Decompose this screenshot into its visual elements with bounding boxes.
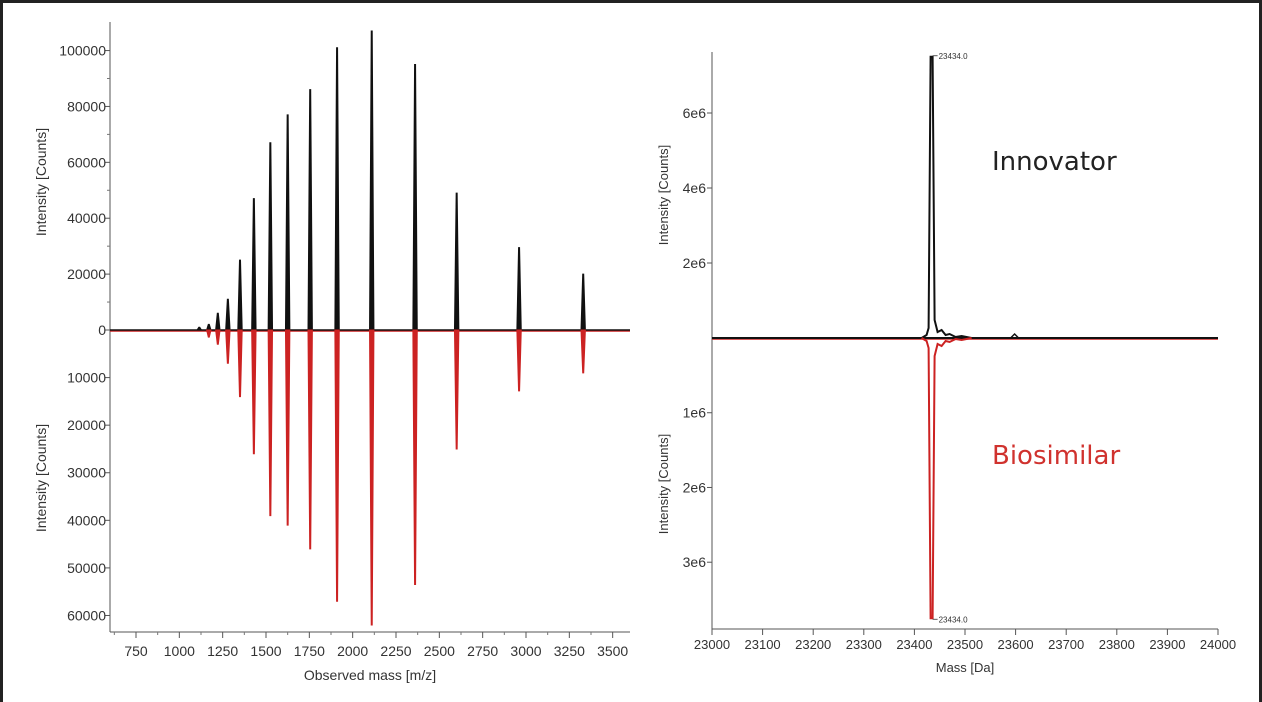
left-peak-biosimilar: [369, 329, 375, 626]
right-x-tick-label: 24000: [1200, 637, 1236, 652]
left-x-tick-label: 2750: [467, 643, 498, 659]
left-peak-biosimilar: [453, 329, 460, 450]
left-y-tick-label-top: 60000: [67, 154, 106, 170]
right-x-tick-label: 23500: [947, 637, 983, 652]
left-peak-biosimilar: [307, 329, 313, 550]
left-y-tick-label-top: 100000: [59, 43, 106, 59]
left-x-tick-label: 750: [124, 643, 148, 659]
right-x-tick-label: 23300: [846, 637, 882, 652]
left-y-tick-label-bottom: 50000: [67, 560, 106, 576]
left-peak-innovator: [580, 273, 586, 331]
left-x-tick-label: 3000: [510, 643, 541, 659]
right-x-tick-label: 23400: [896, 637, 932, 652]
left-x-axis-label: Observed mass [m/z]: [304, 667, 436, 683]
left-peak-innovator: [334, 47, 340, 331]
left-y-tick-label-bottom: 60000: [67, 607, 106, 623]
right-peak-biosimilar: [921, 337, 972, 620]
left-peak-biosimilar: [412, 329, 418, 586]
left-peak-biosimilar: [267, 329, 274, 517]
right-peak-label-innovator: 23434.0: [939, 52, 968, 61]
left-x-tick-label: 2250: [380, 643, 411, 659]
left-y-axis-label-bottom: Intensity [Counts]: [33, 424, 49, 532]
left-peak-innovator: [196, 326, 203, 331]
left-chart-mz-spectrum: 0 20000 40000 60000 80000 100000 10000 20000 300…: [33, 22, 630, 683]
left-y-tick-label-bottom: 40000: [67, 512, 106, 528]
left-peak-biosimilar: [251, 329, 257, 455]
left-peak-innovator: [453, 192, 460, 331]
right-peak-innovator: [921, 55, 972, 339]
left-y-tick-label-top: 20000: [67, 266, 106, 282]
right-x-tick-label: 23000: [694, 637, 730, 652]
left-y-tick-label-bottom: 30000: [67, 465, 106, 481]
left-y-tick-label-top: 80000: [67, 98, 106, 114]
legend-innovator: Innovator: [992, 147, 1117, 177]
left-x-tick-label: 2000: [337, 643, 368, 659]
left-peak-biosimilar: [215, 329, 221, 345]
left-y-tick-label-top: 40000: [67, 210, 106, 226]
right-chart-deconvoluted-mass: 2e6 4e6 6e6 1e6 2e6 3e6 23000 23100 23200 23300 23…: [656, 52, 1236, 675]
left-peak-innovator: [369, 30, 375, 331]
left-x-tick-label: 3250: [554, 643, 585, 659]
left-peak-biosimilar: [284, 329, 291, 526]
legend-biosimilar: Biosimilar: [992, 441, 1120, 471]
left-y-tick-label-top: 0: [98, 322, 106, 338]
left-y-tick-label-bottom: 20000: [67, 417, 106, 433]
left-peak-innovator: [225, 298, 231, 331]
left-y-axis-label-top: Intensity [Counts]: [33, 128, 49, 236]
right-y-tick-label-bottom: 2e6: [683, 479, 707, 495]
left-peak-innovator: [205, 323, 212, 331]
right-x-axis-label: Mass [Da]: [936, 660, 995, 675]
left-peak-biosimilar: [334, 329, 340, 602]
left-x-tick-label: 1000: [164, 643, 195, 659]
right-y-tick-label-bottom: 1e6: [683, 405, 707, 421]
left-peak-innovator: [251, 198, 257, 331]
right-peak-label-biosimilar: 23434.0: [939, 615, 968, 624]
right-y-tick-label-top: 4e6: [683, 180, 707, 196]
left-peak-innovator: [307, 89, 313, 331]
left-peak-innovator: [237, 259, 243, 331]
left-peak-innovator: [516, 247, 522, 331]
right-y-axis-label-top: Intensity [Counts]: [656, 145, 671, 245]
right-y-axis-label-bottom: Intensity [Counts]: [656, 434, 671, 534]
right-y-tick-label-top: 6e6: [683, 105, 707, 121]
right-x-tick-label: 23700: [1048, 637, 1084, 652]
right-x-tick-label: 23800: [1099, 637, 1135, 652]
right-y-tick-label-top: 2e6: [683, 255, 707, 271]
left-peak-biosimilar: [237, 329, 243, 398]
right-x-tick-label: 23600: [998, 637, 1034, 652]
right-x-tick-label: 23100: [745, 637, 781, 652]
left-peak-biosimilar: [516, 329, 522, 392]
left-peak-innovator: [412, 64, 418, 331]
left-y-tick-label-bottom: 10000: [67, 370, 106, 386]
left-peak-biosimilar: [580, 329, 586, 374]
left-x-tick-label: 1500: [250, 643, 281, 659]
left-peak-biosimilar: [205, 329, 212, 338]
left-peak-innovator: [267, 142, 274, 331]
left-x-tick-label: 1750: [294, 643, 325, 659]
right-y-tick-label-bottom: 3e6: [683, 554, 707, 570]
right-x-tick-label: 23200: [795, 637, 831, 652]
left-peak-biosimilar: [225, 329, 231, 364]
left-x-tick-label: 1250: [207, 643, 238, 659]
right-minor-peak-innovator: [1010, 332, 1020, 339]
left-peak-innovator: [215, 312, 221, 331]
left-x-tick-label: 3500: [597, 643, 628, 659]
left-x-tick-label: 2500: [424, 643, 455, 659]
left-peak-innovator: [284, 114, 291, 331]
right-x-tick-label: 23900: [1149, 637, 1185, 652]
